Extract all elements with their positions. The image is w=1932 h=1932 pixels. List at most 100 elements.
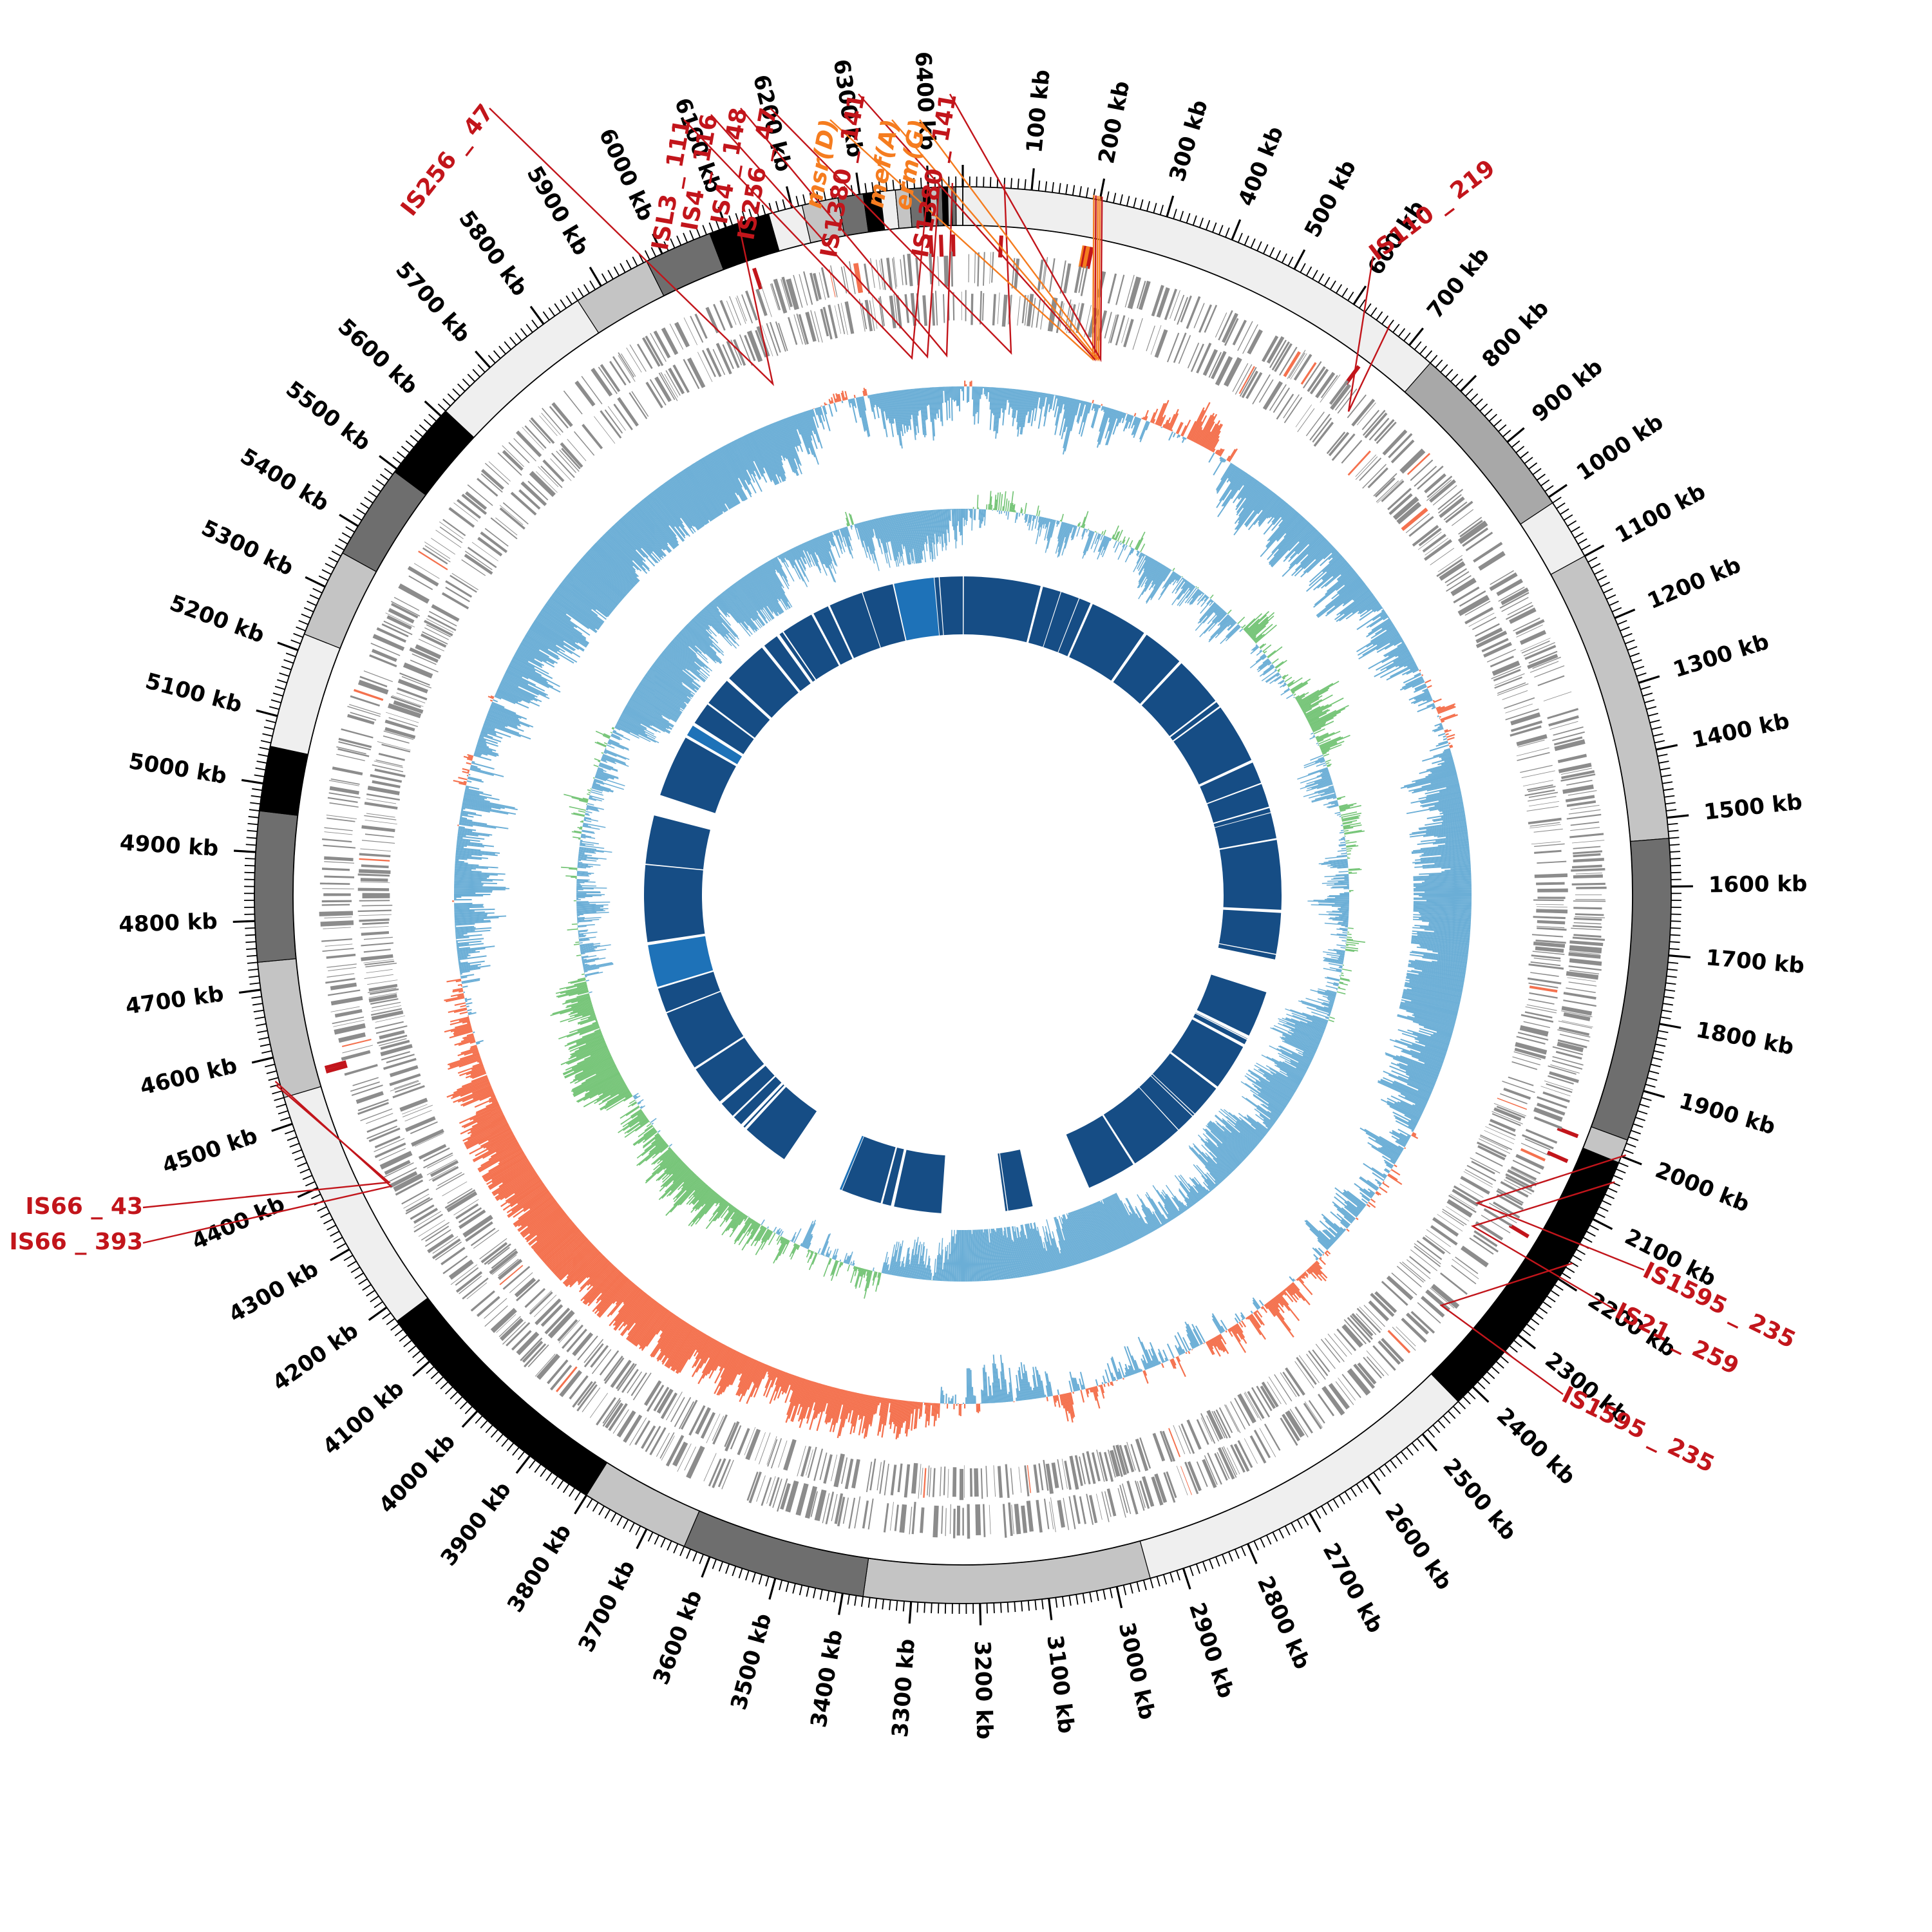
annotation-leader — [740, 108, 954, 358]
axis-tick-minor — [1532, 468, 1542, 475]
axis-tick-minor — [1634, 665, 1645, 670]
axis-tick-minor — [1027, 1600, 1030, 1611]
axis-tick-label: 4700 kb — [124, 981, 225, 1019]
axis-tick-minor — [1244, 235, 1249, 246]
axis-tick-major — [1557, 1278, 1578, 1292]
axis-tick-minor — [1414, 341, 1422, 350]
axis-tick-label: 5500 kb — [281, 376, 375, 456]
axis-tick-minor — [1620, 626, 1630, 632]
axis-tick-minor — [732, 1566, 737, 1577]
axis-tick-minor — [1344, 1491, 1351, 1501]
annotation-leaders-group — [142, 93, 1645, 1395]
inner-block — [696, 1037, 764, 1102]
axis-tick-minor — [565, 295, 573, 305]
axis-tick-minor — [1218, 225, 1224, 235]
axis-tick-minor — [477, 364, 486, 373]
axis-tick-minor — [1479, 403, 1488, 412]
inner-block — [1139, 1076, 1193, 1130]
axis-tick-major — [339, 513, 359, 527]
axis-tick-minor — [1202, 1561, 1208, 1572]
axis-tick-minor — [333, 1236, 343, 1243]
axis-tick-minor — [1631, 1130, 1641, 1135]
axis-tick-minor — [517, 1451, 525, 1461]
axis-tick-minor — [1072, 185, 1075, 196]
axis-tick-minor — [263, 726, 274, 730]
axis-tick-minor — [598, 1506, 605, 1515]
axis-tick-minor — [819, 1589, 823, 1600]
annotation-marker — [929, 235, 934, 258]
inner-block — [829, 592, 880, 658]
axis-tick-minor — [601, 273, 608, 283]
axis-tick-label: 5000 kb — [127, 748, 229, 790]
axis-tick-minor — [1287, 256, 1294, 267]
axis-tick-minor — [1635, 1117, 1645, 1121]
axis-tick-minor — [1500, 1356, 1509, 1364]
axis-tick-label: 4300 kb — [225, 1256, 323, 1327]
axis-tick-minor — [405, 440, 415, 448]
inner-block — [1113, 634, 1180, 704]
inner-block — [1215, 813, 1277, 849]
axis-tick-minor — [408, 1345, 417, 1353]
axis-tick-major — [256, 709, 278, 717]
inner-block — [839, 1135, 864, 1190]
inner-block — [729, 647, 799, 718]
inner-block — [734, 1077, 782, 1124]
axis-tick-minor — [246, 837, 257, 839]
cds-forward-ring — [319, 251, 1607, 1539]
inner-block — [658, 971, 721, 1012]
axis-tick-minor — [670, 238, 676, 249]
axis-tick-minor — [1347, 291, 1354, 301]
axis-tick-minor — [548, 307, 556, 317]
axis-tick-minor — [1419, 345, 1427, 355]
axis-tick-minor — [1661, 774, 1672, 777]
axis-tick-minor — [1646, 706, 1657, 710]
axis-tick-minor — [1411, 1443, 1419, 1452]
axis-tick-minor — [833, 1592, 837, 1603]
axis-tick-minor — [1522, 1329, 1531, 1336]
axis-tick-minor — [1613, 1175, 1624, 1180]
axis-tick-minor — [1192, 215, 1197, 226]
axis-tick-minor — [813, 1587, 817, 1598]
axis-tick-minor — [1617, 620, 1627, 625]
axis-tick-minor — [1068, 1595, 1072, 1606]
axis-tick-major — [232, 920, 255, 923]
axis-tick-minor — [1338, 1495, 1345, 1504]
axis-tick-minor — [1637, 1110, 1648, 1115]
inner-block — [1152, 1053, 1217, 1114]
axis-tick-minor — [464, 1406, 473, 1414]
axis-tick-label: 4200 kb — [268, 1318, 363, 1396]
annotation-leader — [1439, 1262, 1573, 1395]
axis-tick-minor — [323, 1218, 334, 1225]
axis-tick-minor — [1014, 1601, 1016, 1613]
axis-tick-minor — [1212, 222, 1217, 232]
axis-tick-minor — [386, 1318, 395, 1325]
axis-tick-minor — [1228, 1551, 1233, 1562]
axis-tick-label: 4900 kb — [119, 830, 220, 862]
axis-tick-minor — [245, 844, 256, 846]
axis-tick-minor — [506, 1443, 515, 1452]
inner-block — [862, 584, 905, 648]
axis-tick-minor — [354, 1272, 365, 1279]
axis-tick-label: 5800 kb — [453, 206, 533, 301]
axis-tick-minor — [625, 260, 632, 270]
axis-tick-minor — [1576, 1249, 1586, 1255]
axis-tick-minor — [1284, 1526, 1291, 1536]
axis-tick-minor — [285, 1130, 295, 1135]
axis-tick-label: 1900 kb — [1676, 1088, 1779, 1140]
axis-tick-minor — [1591, 563, 1601, 569]
axis-tick-minor — [551, 1475, 558, 1485]
inner-block — [963, 576, 1041, 643]
axis-tick-minor — [249, 982, 260, 985]
axis-tick-minor — [293, 632, 303, 638]
axis-tick-label: 1400 kb — [1690, 708, 1792, 753]
axis-tick-minor — [1321, 1506, 1327, 1515]
axis-tick-minor — [1058, 183, 1061, 194]
axis-tick-minor — [1075, 1594, 1079, 1605]
axis-tick-minor — [312, 588, 323, 594]
annotation-marker — [1508, 1224, 1530, 1238]
annotation-leader — [829, 119, 1095, 361]
axis-tick-minor — [1095, 1591, 1099, 1602]
axis-tick-minor — [1237, 232, 1243, 243]
axis-tick-minor — [442, 398, 451, 407]
axis-tick-minor — [317, 1206, 327, 1212]
